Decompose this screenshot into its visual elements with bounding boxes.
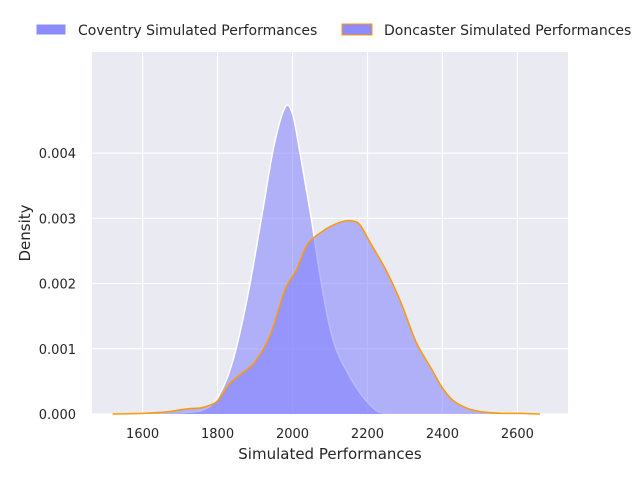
doncaster-density-area [112,220,540,414]
x-tick-label: 2200 [351,427,384,442]
coventry-density-area [180,105,394,414]
density-areas [112,104,540,415]
y-tick-label: 0.004 [39,147,76,162]
coventry-legend-label: Coventry Simulated Performances [78,23,317,39]
x-tick-label: 2000 [276,427,309,442]
y-axis-label: Density [16,204,34,261]
doncaster-legend-swatch [341,23,373,36]
doncaster-density-line [112,219,540,415]
y-tick-label: 0.000 [39,408,76,423]
x-axis-label: Simulated Performances [238,445,422,463]
x-tick-label: 2400 [426,427,459,442]
x-tick-label: 1600 [126,427,159,442]
x-axis-ticks: 1600 1800 2000 2200 2400 2600 [126,427,534,442]
doncaster-legend-label: Doncaster Simulated Performances [384,23,631,39]
y-tick-label: 0.001 [39,343,76,358]
x-tick-label: 1800 [201,427,234,442]
legend: Coventry Simulated Performances Doncaster… [35,23,631,39]
x-tick-label: 2600 [501,427,534,442]
y-axis-ticks: 0.000 0.001 0.002 0.003 0.004 [39,147,76,423]
y-tick-label: 0.002 [39,278,76,293]
coventry-legend-swatch [35,23,67,36]
y-tick-label: 0.003 [39,212,76,227]
